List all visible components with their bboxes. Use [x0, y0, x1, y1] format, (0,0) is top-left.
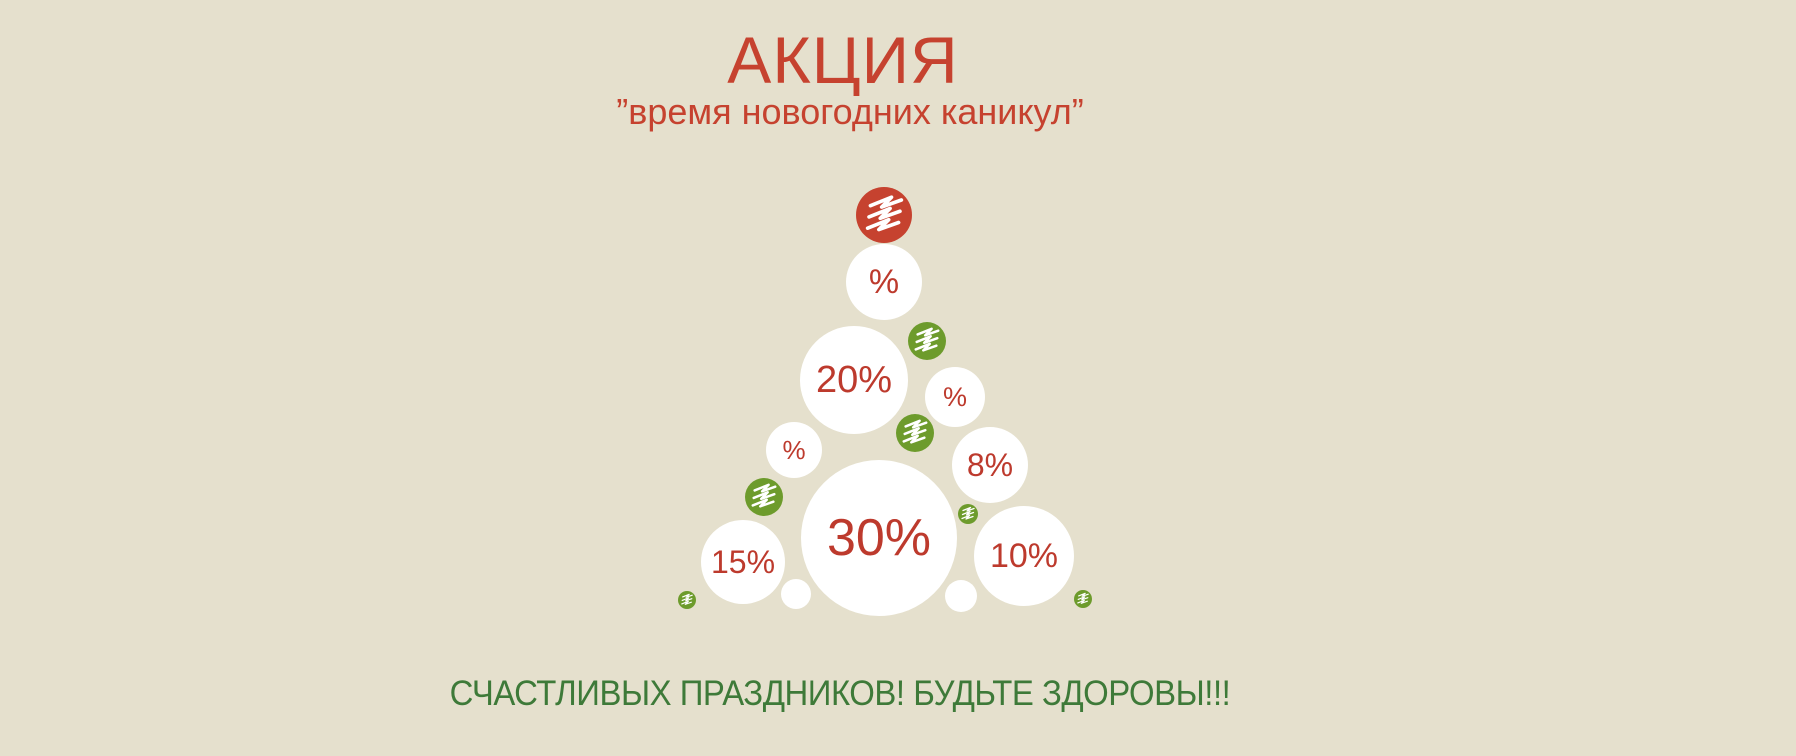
brand-zigzag-icon [902, 419, 928, 444]
discount-label: 10% [989, 536, 1059, 575]
brand-logo-bubble [745, 478, 783, 516]
discount-bubble: 15% [701, 520, 785, 604]
discount-label: % [868, 262, 900, 301]
discount-label: % [942, 381, 967, 412]
discount-bubble: 30% [801, 460, 957, 616]
brand-zigzag-icon [751, 483, 777, 508]
discount-bubble: 8% [952, 427, 1028, 503]
discount-bubble: 20% [800, 326, 908, 434]
discount-label: % [782, 434, 806, 465]
footer-greeting: СЧАСТЛИВЫХ ПРАЗДНИКОВ! БУДЬТЕ ЗДОРОВЫ!!! [449, 674, 1231, 713]
promo-subtitle: ”время новогодних каникул” [616, 91, 1084, 132]
brand-zigzag-icon [681, 593, 693, 605]
discount-bubble: 10% [974, 506, 1074, 606]
brand-logo-bubble [678, 591, 696, 609]
brand-logo-bubble [896, 414, 934, 452]
discount-label: 8% [966, 446, 1014, 483]
decor-bubble [781, 579, 811, 609]
brand-logo-bubble [958, 504, 978, 524]
brand-logo-bubble [1074, 590, 1092, 608]
decor-bubble [945, 580, 977, 612]
brand-zigzag-icon [961, 506, 975, 520]
brand-zigzag-icon [914, 327, 940, 352]
discount-bubble: % [766, 422, 822, 478]
brand-zigzag-icon [1077, 592, 1089, 604]
brand-zigzag-icon [865, 194, 903, 231]
promo-title: АКЦИЯ [727, 23, 959, 97]
discount-label: 20% [815, 358, 893, 401]
brand-logo-bubble [856, 187, 912, 243]
discount-label: 15% [710, 543, 776, 580]
discount-label: 30% [826, 509, 932, 567]
discount-bubble: % [925, 367, 985, 427]
brand-logo-bubble [908, 322, 946, 360]
discount-bubble: % [846, 244, 922, 320]
